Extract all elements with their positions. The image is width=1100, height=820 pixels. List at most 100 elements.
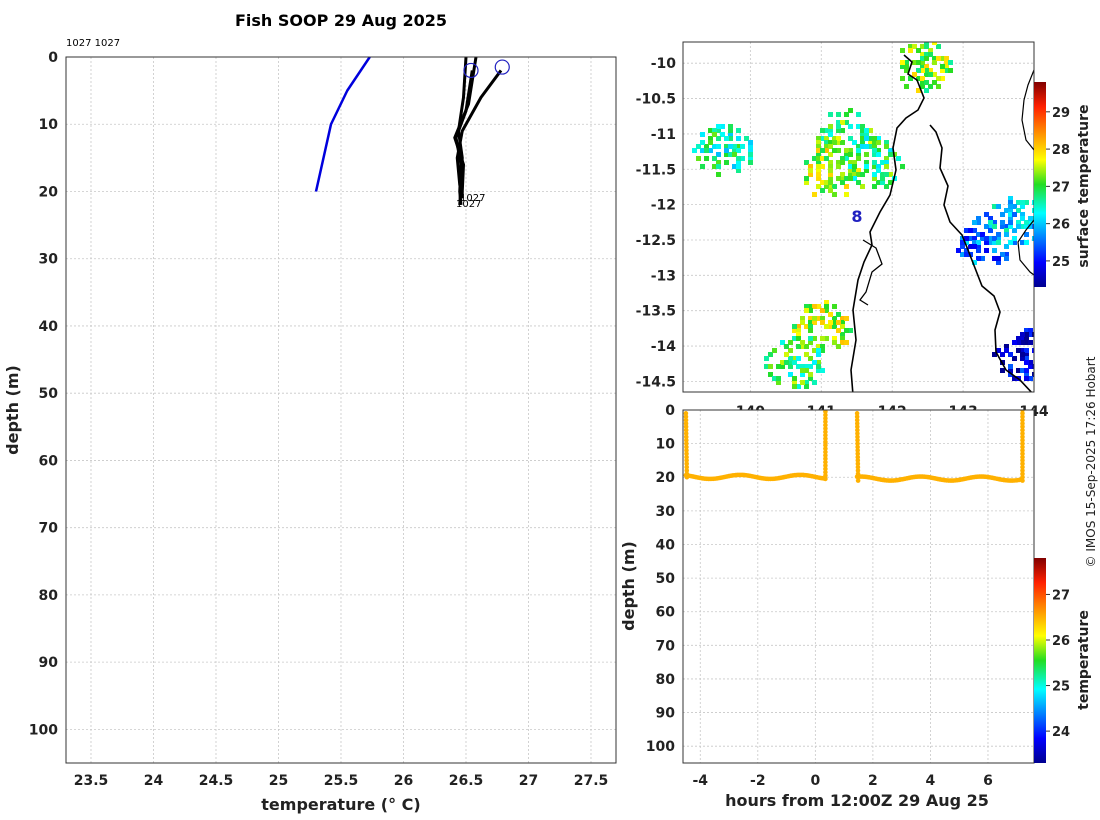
section-point — [854, 411, 860, 416]
map-pixel — [996, 260, 1001, 265]
map-pixel — [812, 304, 817, 309]
map-pixel — [708, 148, 713, 153]
profile-x-tick: 26.5 — [449, 773, 484, 789]
section-point — [684, 458, 689, 463]
section-point — [684, 448, 689, 453]
map-pixel — [820, 164, 825, 169]
map-pixel — [856, 152, 861, 157]
map-pixel — [988, 240, 993, 245]
map-pixel — [848, 164, 853, 169]
map-pixel — [828, 160, 833, 165]
map-pixel — [1048, 356, 1053, 361]
map-pixel — [932, 42, 937, 45]
map-pixel — [696, 144, 701, 149]
map-pixel — [840, 176, 845, 181]
map-pixel — [836, 128, 841, 133]
map-pixel — [832, 148, 837, 153]
section-point — [855, 478, 861, 483]
section-x-tick: 6 — [983, 773, 993, 789]
map-pixel — [796, 336, 801, 341]
map-pixel — [960, 240, 965, 245]
section-point — [1020, 444, 1025, 450]
map-pixel — [836, 120, 841, 125]
map-pixel — [1024, 356, 1029, 361]
map-pixel — [844, 328, 849, 333]
section-y-tick: 20 — [656, 470, 676, 486]
section-point — [823, 432, 828, 438]
map-pixel — [1016, 220, 1021, 225]
map-pixel — [848, 176, 853, 181]
map-pixel — [872, 152, 877, 157]
map-pixel — [828, 140, 833, 145]
map-pixel — [804, 380, 809, 385]
section-point — [854, 421, 860, 426]
profile-x-tick: 24.5 — [199, 773, 234, 789]
map-pixel — [804, 352, 809, 357]
map-pixel — [964, 236, 969, 241]
map-pixel — [992, 236, 997, 241]
map-pixel — [700, 140, 705, 145]
section-point — [684, 441, 689, 446]
map-y-tick: -11 — [651, 127, 676, 143]
surface-colorbar-tick: 28 — [1052, 143, 1070, 158]
map-pixel — [716, 152, 721, 157]
section-point — [1020, 437, 1025, 443]
map-pixel — [1040, 352, 1045, 357]
map-pixel — [968, 228, 973, 233]
map-pixel — [864, 160, 869, 165]
map-pixel — [828, 320, 833, 325]
map-pixel — [836, 328, 841, 333]
map-pixel — [1004, 224, 1009, 229]
map-pixel — [868, 136, 873, 141]
map-pixel — [828, 124, 833, 129]
map-pixel — [748, 152, 753, 157]
map-pixel — [1004, 348, 1009, 353]
map-pixel — [1028, 220, 1033, 225]
map-pixel — [1016, 224, 1021, 229]
section-y-tick: 100 — [646, 739, 675, 755]
map-pixel — [1016, 348, 1021, 353]
map-pixel — [888, 152, 893, 157]
section-point — [823, 463, 828, 468]
map-pixel — [1004, 252, 1009, 257]
map-pixel — [984, 236, 989, 241]
map-pixel — [860, 136, 865, 141]
map-pixel — [1044, 352, 1049, 357]
map-y-tick: -10.5 — [636, 92, 676, 108]
map-pixel — [976, 232, 981, 237]
map-y-tick: -10 — [651, 56, 677, 72]
surface-colorbar-label: surface temperature — [1076, 104, 1092, 267]
map-pixel — [816, 164, 821, 169]
map-pixel — [876, 164, 881, 169]
map-pixel — [924, 42, 929, 45]
profile-surface-marker — [463, 62, 479, 79]
map-pixel — [796, 364, 801, 369]
map-pixel — [908, 48, 913, 53]
map-pixel — [876, 152, 881, 157]
section-point — [1020, 458, 1025, 463]
map-pixel — [816, 148, 821, 153]
map-pixel — [840, 128, 845, 133]
figure-title: Fish SOOP 29 Aug 2025 — [235, 11, 447, 30]
map-pixel — [944, 56, 949, 61]
map-pixel — [804, 304, 809, 309]
map-pixel — [1012, 236, 1017, 241]
section-point — [683, 434, 689, 440]
map-pixel — [812, 316, 817, 321]
map-pixel — [764, 364, 769, 369]
profile-y-tick: 50 — [39, 386, 59, 402]
section-point — [855, 451, 861, 457]
map-pixel — [1008, 220, 1013, 225]
surface-colorbar-tick: 29 — [1052, 106, 1070, 121]
map-pixel — [940, 56, 945, 61]
map-pixel — [912, 44, 917, 49]
map-pixel — [1028, 224, 1033, 229]
map-pixel — [848, 148, 853, 153]
map-pixel — [824, 156, 829, 161]
map-pixel — [716, 124, 721, 129]
map-pixel — [796, 384, 801, 389]
map-pixel — [1016, 336, 1021, 341]
map-pixel — [920, 80, 925, 85]
section-point — [823, 412, 828, 418]
temperature-colorbar-tick: 25 — [1052, 680, 1070, 695]
